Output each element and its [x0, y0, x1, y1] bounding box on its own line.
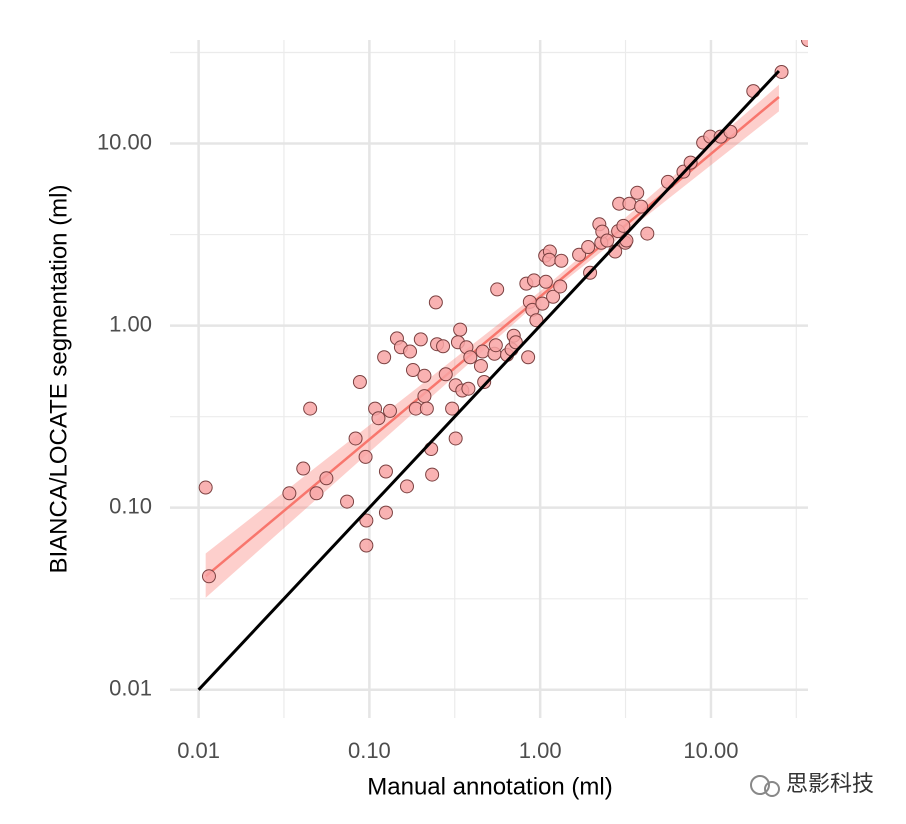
point — [640, 226, 655, 241]
point — [424, 442, 439, 457]
x-axis-title: Manual annotation (ml) — [367, 773, 612, 800]
point — [553, 279, 568, 294]
point — [488, 338, 503, 353]
point — [438, 367, 453, 382]
point — [377, 350, 392, 365]
point — [477, 374, 492, 389]
point — [622, 196, 637, 211]
point — [600, 233, 615, 248]
point — [296, 461, 311, 476]
point — [630, 185, 645, 200]
point — [340, 494, 355, 509]
y-tick-label: 1.00 — [109, 311, 152, 336]
y-tick-label: 0.01 — [109, 676, 152, 701]
point — [453, 322, 468, 337]
point — [535, 296, 550, 311]
point — [473, 358, 488, 373]
point — [546, 289, 561, 304]
point — [428, 295, 443, 310]
point — [529, 313, 544, 328]
point — [436, 339, 451, 354]
point — [554, 253, 569, 268]
x-tick-label: 10.00 — [683, 738, 738, 763]
plot-area — [197, 40, 808, 691]
point — [378, 505, 393, 520]
point — [282, 486, 297, 501]
point — [542, 252, 557, 267]
point — [490, 282, 505, 297]
x-tick-label: 0.10 — [348, 738, 391, 763]
point — [475, 344, 490, 359]
point — [417, 368, 432, 383]
y-tick-label: 10.00 — [97, 129, 152, 154]
x-tick-label: 1.00 — [519, 738, 562, 763]
y-tick-label: 0.10 — [109, 493, 152, 518]
y-axis-title: BIANCA/LOCATE segmentation (ml) — [45, 184, 72, 573]
point — [538, 274, 553, 289]
point — [417, 389, 432, 404]
point — [378, 464, 393, 479]
point — [425, 467, 440, 482]
point — [774, 64, 789, 79]
point — [616, 218, 631, 233]
x-tick-label: 0.01 — [177, 738, 220, 763]
point — [581, 240, 596, 255]
point — [309, 486, 324, 501]
point — [572, 247, 587, 262]
point — [448, 431, 463, 446]
point — [405, 363, 420, 378]
axis-labels: 0.01 0.10 1.00 10.00 0.01 0.10 1.00 10.00 — [97, 129, 739, 763]
point — [461, 381, 476, 396]
point — [403, 344, 418, 359]
point — [526, 273, 541, 288]
point — [198, 480, 213, 495]
point — [359, 538, 374, 553]
point — [303, 401, 318, 416]
point — [445, 401, 460, 416]
point — [382, 403, 397, 418]
point — [352, 374, 367, 389]
point — [508, 335, 523, 350]
point — [399, 479, 414, 494]
point — [371, 411, 386, 426]
point — [201, 569, 216, 584]
watermark-icon — [750, 775, 780, 797]
point — [521, 350, 536, 365]
point — [319, 471, 334, 486]
point — [634, 199, 649, 214]
watermark: 思影科技 — [786, 771, 874, 796]
identity-line — [197, 69, 781, 691]
point — [463, 350, 478, 365]
point — [413, 332, 428, 347]
point — [683, 155, 698, 170]
point — [801, 40, 808, 47]
point — [359, 513, 374, 528]
point — [348, 431, 363, 446]
point — [358, 449, 373, 464]
point — [419, 401, 434, 416]
